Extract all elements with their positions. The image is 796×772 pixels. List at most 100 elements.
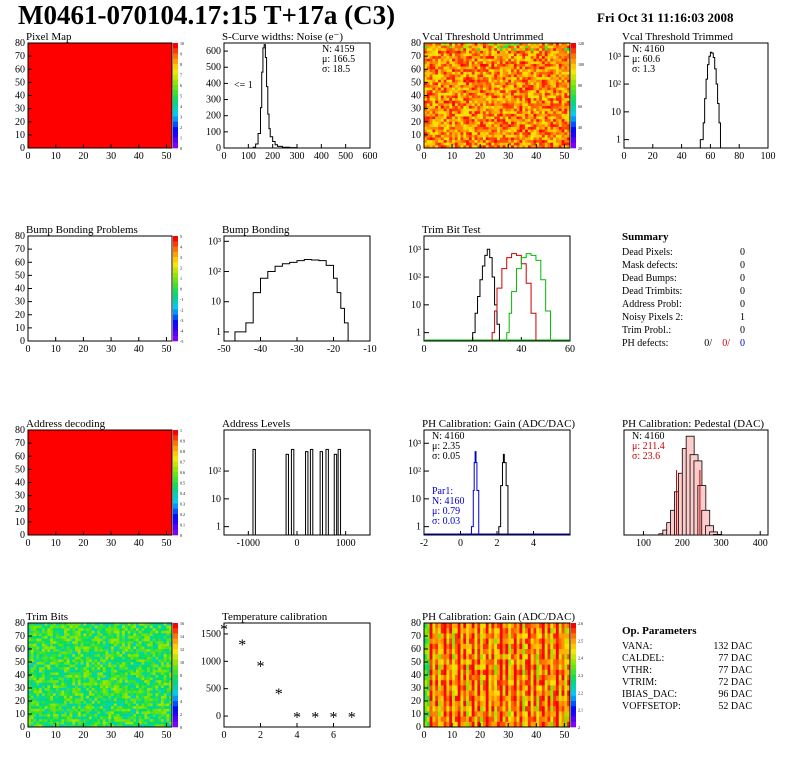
heatmap-cell bbox=[86, 654, 90, 658]
heatmap-cell bbox=[555, 69, 560, 73]
heatmap-cell bbox=[39, 625, 43, 629]
heatmap-cell bbox=[155, 711, 159, 715]
heatmap-cell bbox=[130, 667, 134, 671]
heatmap-cell bbox=[77, 688, 81, 691]
heatmap-cell bbox=[136, 719, 140, 723]
heatmap-cell bbox=[511, 50, 515, 54]
heatmap-cell bbox=[77, 724, 81, 728]
heatmap-cell bbox=[511, 116, 515, 120]
heatmap-cell bbox=[499, 50, 503, 54]
heatmap-cell bbox=[468, 64, 473, 67]
heatmap-cell bbox=[463, 85, 467, 88]
heatmap-cell bbox=[555, 48, 560, 52]
heatmap-cell bbox=[169, 641, 173, 645]
heatmap-cell bbox=[426, 134, 430, 138]
heatmap-cell bbox=[502, 69, 506, 73]
heatmap-cell bbox=[72, 638, 76, 642]
heatmap-cell bbox=[474, 66, 478, 70]
heatmap-cell bbox=[547, 79, 551, 83]
heatmap-cell bbox=[119, 662, 123, 665]
heatmap-cell bbox=[449, 659, 453, 665]
heatmap-cell bbox=[426, 95, 430, 99]
heatmap-cell bbox=[108, 724, 112, 728]
heatmap-cell bbox=[452, 132, 456, 136]
x-tick-label: 40 bbox=[134, 151, 144, 162]
heatmap-cell bbox=[513, 137, 517, 141]
heatmap-cell bbox=[452, 669, 456, 676]
heatmap-cell bbox=[147, 649, 151, 652]
heatmap-cell bbox=[502, 111, 506, 115]
y-tick-label: 70 bbox=[15, 438, 25, 449]
heatmap-cell bbox=[499, 87, 503, 91]
heatmap-cell bbox=[505, 43, 509, 46]
heatmap-cell bbox=[505, 124, 509, 128]
heatmap-cell bbox=[466, 87, 470, 91]
x-tick-label: 200 bbox=[265, 151, 280, 162]
heatmap-cell bbox=[449, 116, 453, 120]
heatmap-cell bbox=[443, 53, 447, 57]
heatmap-cell bbox=[64, 638, 68, 642]
heatmap-cell bbox=[555, 61, 560, 65]
colorbar-cell bbox=[173, 706, 178, 712]
heatmap-cell bbox=[457, 116, 461, 120]
heatmap-cell bbox=[424, 61, 428, 65]
heatmap-cell bbox=[424, 124, 428, 128]
heatmap-cell bbox=[124, 714, 128, 717]
heatmap-cell bbox=[429, 111, 433, 115]
heatmap-cell bbox=[463, 106, 467, 109]
heatmap-cell bbox=[547, 108, 551, 112]
y-tick-label: 20 bbox=[15, 310, 25, 321]
heatmap-cell bbox=[102, 677, 106, 681]
heatmap-cell bbox=[52, 641, 56, 645]
heatmap-cell bbox=[69, 682, 73, 686]
heatmap-cell bbox=[111, 690, 115, 694]
heatmap-cell bbox=[485, 119, 489, 123]
heatmap-cell bbox=[55, 688, 59, 691]
heatmap-cell bbox=[28, 724, 32, 728]
heatmap-cell bbox=[69, 708, 73, 712]
heatmap-cell bbox=[497, 103, 501, 107]
heatmap-cell bbox=[424, 69, 428, 73]
heatmap-cell bbox=[130, 625, 134, 629]
heatmap-cell bbox=[525, 77, 529, 81]
heatmap-cell bbox=[44, 669, 48, 673]
heatmap-cell bbox=[432, 675, 436, 681]
heatmap-cell bbox=[555, 79, 560, 83]
heatmap-cell bbox=[100, 662, 104, 665]
colorbar-label: 0 bbox=[180, 725, 182, 730]
heatmap-cell bbox=[88, 659, 92, 663]
heatmap-cell bbox=[52, 688, 56, 691]
heatmap-cell bbox=[561, 132, 565, 136]
heatmap-cell bbox=[494, 124, 498, 128]
heatmap-cell bbox=[163, 638, 167, 642]
heatmap-cell bbox=[438, 66, 442, 70]
heatmap-cell bbox=[525, 43, 529, 46]
heatmap-cell bbox=[116, 708, 120, 712]
heatmap-cell bbox=[158, 664, 162, 668]
heatmap-cell bbox=[466, 140, 470, 144]
colorbar-label: 8 bbox=[180, 673, 182, 678]
heatmap-cell bbox=[136, 711, 140, 715]
heatmap-cell bbox=[494, 113, 498, 117]
heatmap-cell bbox=[158, 659, 162, 663]
heatmap-cell bbox=[438, 134, 442, 138]
heatmap-cell bbox=[163, 641, 167, 645]
heatmap-cell bbox=[502, 108, 506, 112]
heatmap-cell bbox=[533, 69, 537, 73]
heatmap-cell bbox=[519, 100, 523, 104]
y-tick-label: 200 bbox=[206, 111, 221, 122]
heatmap-cell bbox=[97, 662, 101, 665]
heatmap-cell bbox=[33, 669, 37, 673]
heatmap-cell bbox=[499, 98, 503, 102]
heatmap-cell bbox=[127, 628, 131, 632]
heatmap-cell bbox=[527, 74, 531, 78]
heatmap-cell bbox=[519, 43, 523, 46]
heatmap-cell bbox=[438, 108, 442, 112]
heatmap-cell bbox=[91, 695, 95, 699]
heatmap-cell bbox=[50, 719, 54, 723]
heatmap-cell bbox=[91, 654, 95, 658]
heatmap-cell bbox=[116, 680, 120, 684]
heatmap-cell bbox=[80, 633, 84, 637]
heatmap-cell bbox=[77, 703, 81, 707]
heatmap-cell bbox=[516, 82, 520, 86]
